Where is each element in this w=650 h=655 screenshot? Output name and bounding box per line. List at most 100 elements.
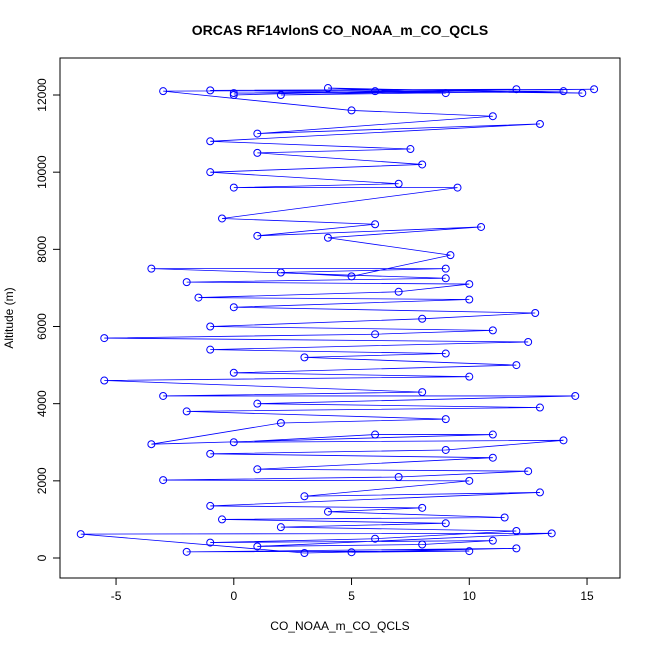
y-tick-label: 6000 xyxy=(35,313,49,340)
data-point xyxy=(465,280,474,289)
data-point xyxy=(371,330,380,339)
data-point xyxy=(276,523,285,532)
data-point xyxy=(418,388,427,397)
data-point xyxy=(394,287,403,296)
data-point xyxy=(441,264,450,273)
data-point xyxy=(446,251,455,260)
y-tick-label: 0 xyxy=(35,554,49,561)
data-point xyxy=(159,476,168,485)
x-tick-label: 10 xyxy=(463,589,477,603)
data-point xyxy=(488,453,497,462)
data-point xyxy=(100,334,109,343)
x-tick-label: 0 xyxy=(230,589,237,603)
data-point xyxy=(465,476,474,485)
data-point xyxy=(590,85,599,94)
x-tick-label: -5 xyxy=(111,589,122,603)
data-point xyxy=(206,449,215,458)
data-point xyxy=(76,530,85,539)
data-point xyxy=(418,160,427,169)
data-point xyxy=(206,538,215,547)
data-point xyxy=(524,467,533,476)
data-point xyxy=(559,87,568,96)
data-point xyxy=(229,368,238,377)
data-point xyxy=(206,137,215,146)
data-point xyxy=(477,222,486,231)
data-point xyxy=(394,179,403,188)
data-point xyxy=(418,314,427,323)
data-point xyxy=(371,430,380,439)
data-point xyxy=(418,540,427,549)
data-point xyxy=(347,548,356,557)
data-point xyxy=(323,233,332,242)
data-point xyxy=(465,372,474,381)
data-point xyxy=(441,445,450,454)
data-point xyxy=(159,87,168,96)
data-point xyxy=(571,391,580,400)
data-point xyxy=(300,353,309,362)
data-point xyxy=(524,337,533,346)
data-point xyxy=(488,326,497,335)
y-tick-label: 4000 xyxy=(35,390,49,417)
data-point xyxy=(441,415,450,424)
data-point xyxy=(371,87,380,96)
data-point xyxy=(578,89,587,98)
data-point xyxy=(147,440,156,449)
data-point xyxy=(441,349,450,358)
data-point xyxy=(206,322,215,331)
data-point xyxy=(218,214,227,223)
data-point xyxy=(441,89,450,98)
data-point xyxy=(300,492,309,501)
data-point xyxy=(253,231,262,240)
data-point xyxy=(559,436,568,445)
data-point xyxy=(100,376,109,385)
data-point xyxy=(229,438,238,447)
data-point xyxy=(229,183,238,192)
y-tick-label: 8000 xyxy=(35,236,49,263)
data-point xyxy=(406,145,415,154)
data-point xyxy=(441,519,450,528)
data-point xyxy=(253,129,262,138)
data-point xyxy=(347,106,356,115)
data-point xyxy=(276,91,285,100)
data-point xyxy=(531,309,540,318)
data-point xyxy=(371,220,380,229)
data-point xyxy=(229,91,238,100)
data-point xyxy=(276,268,285,277)
y-tick-label: 12000 xyxy=(35,78,49,112)
plot-frame xyxy=(59,57,621,579)
data-point xyxy=(488,430,497,439)
data-point xyxy=(512,361,521,370)
data-point xyxy=(488,112,497,121)
data-point xyxy=(500,513,509,522)
data-point xyxy=(147,264,156,273)
y-tick-label: 10000 xyxy=(35,155,49,189)
data-point xyxy=(547,529,556,538)
data-point xyxy=(206,501,215,510)
data-point xyxy=(253,399,262,408)
data-point xyxy=(182,407,191,416)
data-point xyxy=(371,534,380,543)
data-point xyxy=(218,515,227,524)
data-point xyxy=(418,503,427,512)
data-point xyxy=(276,418,285,427)
data-point xyxy=(194,293,203,302)
data-point xyxy=(159,391,168,400)
data-point xyxy=(512,85,521,94)
data-point xyxy=(229,303,238,312)
y-axis-label: Altitude (m) xyxy=(2,287,16,348)
data-point xyxy=(206,345,215,354)
data-point xyxy=(347,272,356,281)
data-point xyxy=(182,547,191,556)
y-tick-label: 2000 xyxy=(35,467,49,494)
data-point xyxy=(535,119,544,128)
data-point xyxy=(253,148,262,157)
data-point xyxy=(253,465,262,474)
data-point xyxy=(453,183,462,192)
data-point xyxy=(300,548,309,557)
chart-title: ORCAS RF14vlonS CO_NOAA_m_CO_QCLS xyxy=(192,22,488,38)
data-point xyxy=(535,488,544,497)
data-point xyxy=(323,84,332,93)
data-point xyxy=(206,86,215,95)
data-point xyxy=(465,295,474,304)
